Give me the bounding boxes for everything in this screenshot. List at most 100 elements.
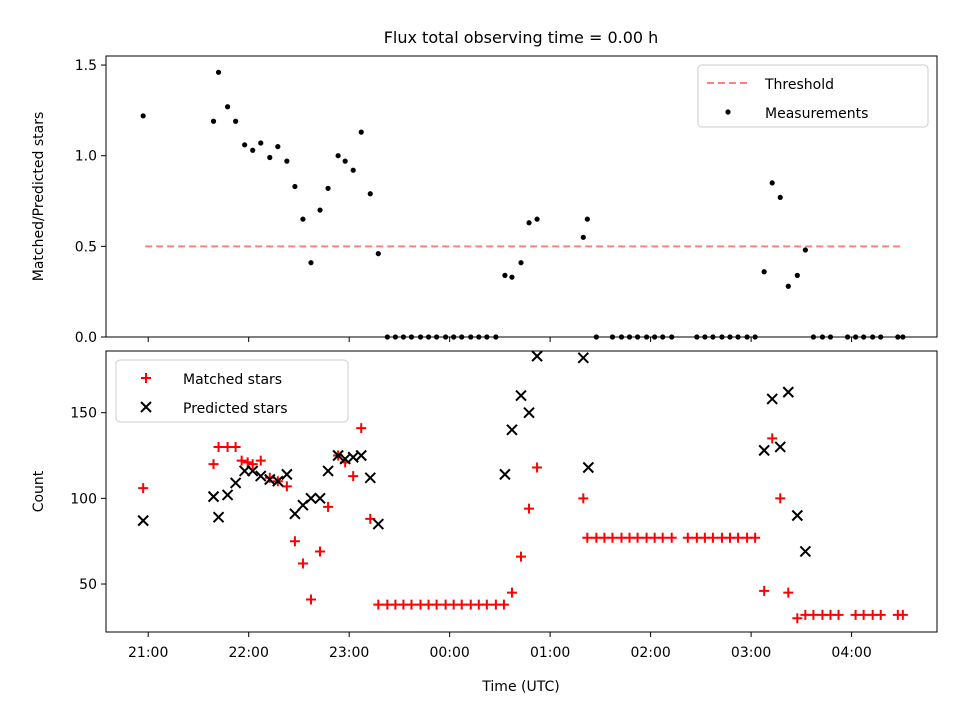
data-point <box>140 113 146 119</box>
data-point <box>356 423 367 434</box>
data-point <box>808 609 819 620</box>
data-point <box>350 167 356 173</box>
y-tick-label: 50 <box>79 577 97 593</box>
data-point <box>255 470 267 482</box>
data-point <box>236 455 247 466</box>
y-tick-label: 0.0 <box>75 330 97 346</box>
data-point <box>281 468 293 481</box>
data-point <box>799 545 812 558</box>
data-point <box>607 532 618 543</box>
data-point <box>777 194 783 201</box>
series-matched-stars <box>138 423 908 624</box>
data-point <box>531 350 543 362</box>
x-tick-label: 22:00 <box>229 645 269 661</box>
data-point <box>515 389 527 402</box>
data-point <box>332 449 344 462</box>
data-point <box>322 465 334 477</box>
data-point <box>138 483 149 494</box>
data-point <box>258 140 264 146</box>
data-point <box>761 269 767 275</box>
x-tick-label: 01:00 <box>530 645 570 661</box>
data-point <box>858 609 869 620</box>
data-point <box>499 468 511 481</box>
data-point <box>759 585 770 596</box>
data-point <box>431 599 442 610</box>
data-point <box>335 153 341 159</box>
bottom-panel: 50 100 150 21:00 22:00 23:00 00:00 01:00 02:00 03… <box>31 350 938 661</box>
data-point <box>534 216 540 222</box>
data-point <box>774 441 786 453</box>
legend-swatch <box>725 109 731 115</box>
data-point <box>342 158 348 164</box>
data-point <box>272 475 284 487</box>
data-point <box>224 104 231 110</box>
data-point <box>833 609 844 620</box>
data-point <box>791 509 804 522</box>
y-tick-label: 150 <box>70 406 97 422</box>
legend: Matched stars Predicted stars <box>115 359 349 423</box>
data-point <box>782 386 794 398</box>
data-point <box>375 251 381 257</box>
data-point <box>247 459 258 470</box>
data-point <box>229 477 242 489</box>
data-point <box>230 441 241 452</box>
data-point <box>456 599 467 610</box>
data-point <box>292 183 298 190</box>
data-point <box>582 461 595 474</box>
data-point <box>518 260 524 266</box>
data-point <box>515 551 526 562</box>
data-point <box>314 492 326 505</box>
data-point <box>221 489 234 501</box>
data-point <box>502 272 508 278</box>
data-point <box>775 493 786 504</box>
data-point <box>308 260 314 266</box>
top-panel: 0.0 0.5 1.0 1.5 Matched/Predicted stars Thres… <box>31 55 938 346</box>
data-point <box>524 503 535 514</box>
data-point <box>325 185 331 191</box>
x-tick-label: 21:00 <box>128 645 168 661</box>
data-point <box>364 472 376 484</box>
data-point <box>769 180 775 186</box>
data-point <box>666 532 677 543</box>
y-tick-label: 100 <box>70 491 97 507</box>
data-point <box>246 465 259 477</box>
data-point <box>323 501 334 512</box>
data-point <box>373 599 384 610</box>
legend-swatch <box>141 373 151 383</box>
data-point <box>289 536 300 547</box>
legend-label: Matched stars <box>183 372 282 388</box>
data-point <box>532 462 543 473</box>
data-point <box>802 247 808 253</box>
data-point <box>207 490 220 503</box>
x-axis-label: Time (UTC) <box>481 679 559 695</box>
axes-frame <box>105 55 938 338</box>
data-point <box>897 609 908 620</box>
data-point <box>577 352 590 364</box>
legend-box <box>697 64 929 128</box>
data-point <box>481 599 492 610</box>
x-tick-label: 23:00 <box>329 645 369 661</box>
data-point <box>758 444 770 457</box>
data-point <box>733 532 744 543</box>
data-point <box>242 457 253 468</box>
data-point <box>137 514 149 527</box>
legend-label: Predicted stars <box>183 401 288 417</box>
x-tick-label: 02:00 <box>630 645 670 661</box>
data-point <box>767 433 778 444</box>
data-point <box>367 191 373 197</box>
data-point <box>348 471 359 482</box>
legend: Threshold Measurements <box>697 64 929 128</box>
data-point <box>267 154 273 161</box>
data-point <box>750 532 761 543</box>
data-point <box>794 272 800 278</box>
data-point <box>300 216 306 222</box>
data-point <box>305 492 317 505</box>
data-point <box>406 599 417 610</box>
data-point <box>766 393 778 405</box>
data-point <box>632 532 643 543</box>
x-tick-label: 03:00 <box>731 645 771 661</box>
data-point <box>509 274 515 280</box>
data-point <box>355 449 367 462</box>
y-axis-label: Matched/Predicted stars <box>31 112 47 282</box>
